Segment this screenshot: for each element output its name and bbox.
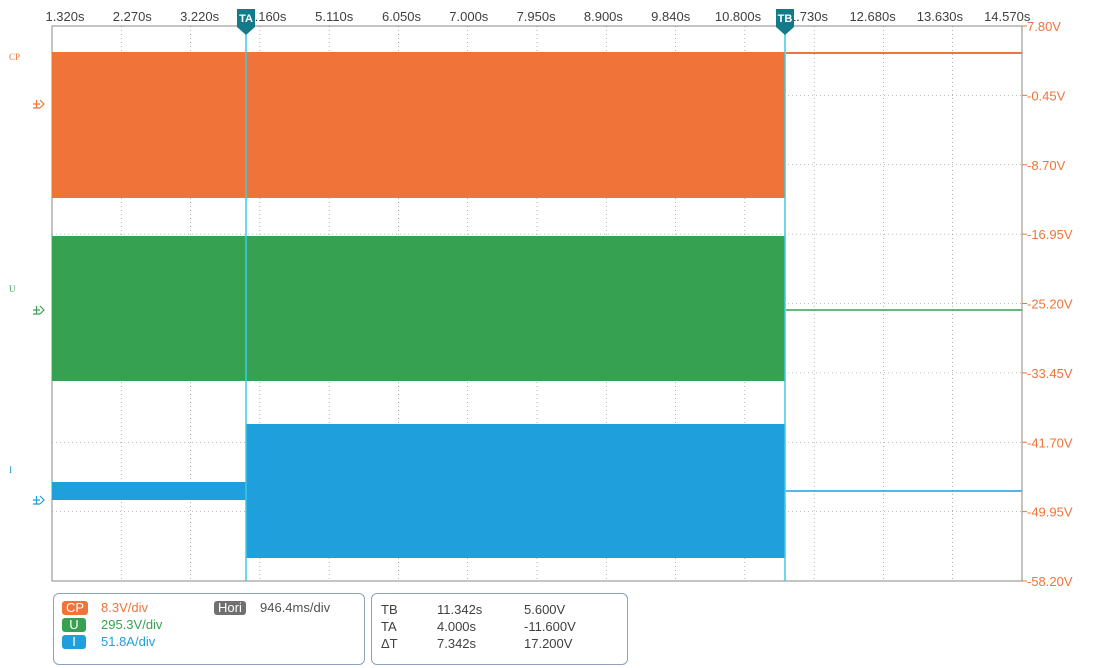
time-tick-label: 11.730s <box>783 9 829 24</box>
voltage-tick-label: -0.45V <box>1027 88 1066 103</box>
voltage-tick-label: -16.95V <box>1027 227 1073 242</box>
voltage-tick-label: -8.70V <box>1027 158 1066 173</box>
time-axis: 1.320s 2.270s 3.220s 4.160s 5.110s 6.050s 7.00… <box>45 9 1030 24</box>
cursor-row-value: 17.200V <box>524 636 573 651</box>
cursor-a-flag-icon <box>237 9 255 35</box>
time-tick-label: 2.270s <box>113 9 153 24</box>
time-tick-label: 10.800s <box>715 9 762 24</box>
time-tick-label: 1.320s <box>45 9 85 24</box>
channel-i-tag: I <box>9 465 12 475</box>
cursor-a-label: TA <box>239 13 253 25</box>
time-tick-label: 12.680s <box>849 9 896 24</box>
voltage-tick-label: -41.70V <box>1027 435 1073 450</box>
channel-i-scale: 51.8A/div <box>101 634 156 649</box>
cursor-b-marker[interactable]: TB <box>776 9 794 35</box>
voltage-tick-label: -58.20V <box>1027 574 1073 589</box>
cursor-row-value: 5.600V <box>524 602 566 617</box>
channel-i-ground-icon <box>33 495 45 505</box>
time-tick-label: 9.840s <box>651 9 691 24</box>
trace-u <box>52 236 1022 381</box>
trace-i <box>52 424 1022 558</box>
channel-i-indicator[interactable]: I <box>9 465 45 505</box>
cursor-row-time: 7.342s <box>437 636 477 651</box>
cursor-row-value: -11.600V <box>524 619 576 634</box>
channel-cp-badge[interactable]: CP <box>62 601 89 615</box>
time-tick-label: 5.110s <box>315 9 354 24</box>
channel-cp-tag: CP <box>9 52 20 62</box>
trace-i-band <box>246 424 785 558</box>
trace-cp-band <box>52 52 785 198</box>
cursor-row-time: 4.000s <box>437 619 477 634</box>
cursor-row-name: ΔT <box>381 636 398 651</box>
voltage-tick-label: -33.45V <box>1027 366 1073 381</box>
voltage-axis: 7.80V -0.45V -8.70V -16.95V -25.20V -33.45V -4… <box>1022 19 1073 589</box>
trace-u-band <box>52 236 785 381</box>
voltage-tick-label: -25.20V <box>1027 297 1073 312</box>
voltage-tick-label: -49.95V <box>1027 505 1073 520</box>
time-tick-label: 7.950s <box>517 9 557 24</box>
channel-u-badge[interactable]: U <box>62 618 86 632</box>
channel-i-badge[interactable]: I <box>62 635 86 649</box>
trace-i-pre <box>52 482 246 500</box>
channel-scale-panel: CP 8.3V/div U 295.3V/div I 51.8A/div Hor… <box>53 593 365 665</box>
channel-cp-indicator[interactable]: CP <box>9 52 45 109</box>
cursor-b-label: TB <box>778 13 793 25</box>
horizontal-badge[interactable]: Hori <box>214 601 246 615</box>
time-tick-label: 4.160s <box>247 9 287 24</box>
time-tick-label: 7.000s <box>449 9 489 24</box>
time-tick-label: 13.630s <box>917 9 964 24</box>
channel-u-tag: U <box>9 284 16 294</box>
cursor-a-marker[interactable]: TA <box>237 9 255 35</box>
channel-cp-ground-icon <box>33 99 45 109</box>
channel-u-ground-icon <box>33 305 45 315</box>
channel-cp-scale: 8.3V/div <box>101 600 148 615</box>
cursor-row-time: 11.342s <box>437 602 483 617</box>
cursor-b-flag-icon <box>776 9 794 35</box>
time-tick-label: 6.050s <box>382 9 422 24</box>
time-tick-label: 14.570s <box>984 9 1031 24</box>
time-tick-label: 8.900s <box>584 9 624 24</box>
cursor-row-name: TB <box>381 602 398 617</box>
trace-cp <box>52 52 1022 198</box>
time-tick-label: 3.220s <box>180 9 220 24</box>
cursor-readout-panel: TB 11.342s 5.600V TA 4.000s -11.600V ΔT … <box>371 593 628 665</box>
voltage-tick-label: 7.80V <box>1027 19 1061 34</box>
cursor-row-name: TA <box>381 619 397 634</box>
channel-u-indicator[interactable]: U <box>9 284 45 315</box>
channel-u-scale: 295.3V/div <box>101 617 163 632</box>
horizontal-scale: 946.4ms/div <box>260 600 331 615</box>
